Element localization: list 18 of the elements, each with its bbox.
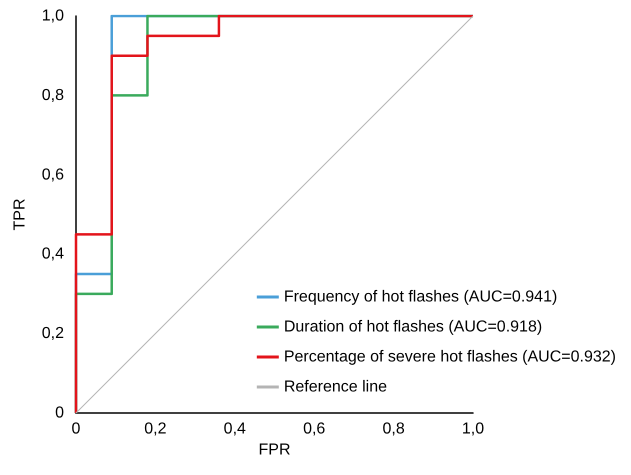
y-tick-label: 0,2 bbox=[42, 325, 64, 342]
x-tick-label: 1,0 bbox=[462, 420, 484, 438]
y-tick-label: 0,8 bbox=[42, 86, 64, 104]
legend-label: Reference line bbox=[284, 378, 388, 396]
y-tick-label: 0,6 bbox=[42, 166, 64, 184]
x-tick-label: 0,2 bbox=[144, 420, 167, 438]
x-tick-label: 0,6 bbox=[303, 420, 326, 438]
y-tick-label: 1,0 bbox=[42, 8, 64, 24]
y-axis-title: TPR bbox=[12, 198, 28, 230]
x-tick-label: 0 bbox=[72, 420, 81, 438]
x-axis-title: FPR bbox=[258, 441, 290, 458]
legend-label: Frequency of hot flashes (AUC=0.941) bbox=[284, 288, 558, 306]
y-tick-label: 0 bbox=[55, 404, 64, 422]
legend-label: Percentage of severe hot flashes (AUC=0.932) bbox=[284, 348, 616, 366]
legend-label: Duration of hot flashes (AUC=0.918) bbox=[284, 318, 542, 336]
x-tick-label: 0,4 bbox=[224, 420, 246, 438]
x-tick-label: 0,8 bbox=[382, 420, 405, 438]
y-tick-label: 0,4 bbox=[42, 246, 64, 263]
